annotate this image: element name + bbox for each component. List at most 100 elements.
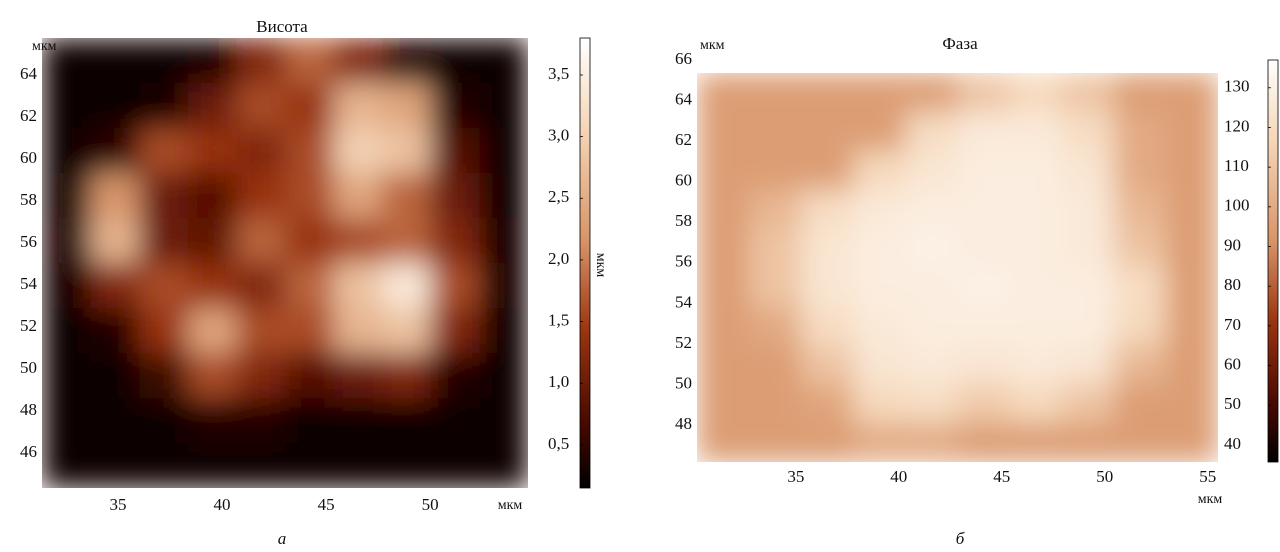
heatmap-cell xyxy=(430,128,480,174)
heatmap-cell xyxy=(479,398,529,444)
heatmap-cell xyxy=(333,218,383,264)
heatmap-cell xyxy=(430,173,480,219)
heatmap-cell xyxy=(1061,345,1115,385)
heatmap-cell xyxy=(905,306,958,346)
heatmap-cell xyxy=(1061,267,1115,307)
heatmap-cell xyxy=(479,83,529,129)
heatmap-cell xyxy=(187,128,237,174)
heatmap-cell xyxy=(801,306,854,346)
heatmap-cell xyxy=(1009,111,1063,152)
y-tick-label: 64 xyxy=(675,89,693,108)
heatmap-cell xyxy=(1009,73,1063,113)
panel-caption: б xyxy=(956,529,965,548)
colorbar-label: мкм xyxy=(593,253,608,278)
heatmap-cell xyxy=(187,218,237,264)
colorbar-tick-label: 70 xyxy=(1224,315,1241,334)
heatmap-cell xyxy=(1061,384,1115,424)
heatmap-cell xyxy=(801,267,854,307)
heatmap-cell xyxy=(1009,267,1063,307)
heatmap-cell xyxy=(285,128,335,174)
colorbar-tick-label: 130 xyxy=(1224,77,1250,96)
heatmap-cell xyxy=(957,150,1011,191)
x-unit: мкм xyxy=(498,498,523,513)
heatmap-cell xyxy=(285,353,335,399)
heatmap-cell xyxy=(1165,306,1219,346)
heatmap-cell xyxy=(801,228,854,268)
heatmap-cell xyxy=(333,443,383,489)
heatmap-cell xyxy=(90,83,140,129)
x-tick-label: 35 xyxy=(787,467,804,486)
heatmap-cell xyxy=(1113,150,1167,191)
heatmap-cell xyxy=(479,128,529,174)
heatmap-cell xyxy=(801,384,854,424)
heatmap-cell xyxy=(1113,189,1167,230)
heatmap-cell xyxy=(1165,423,1219,463)
heatmap-cell xyxy=(697,73,750,113)
heatmap-cell xyxy=(749,228,802,268)
heatmap-cell xyxy=(42,308,92,354)
heatmap-cell xyxy=(957,73,1011,113)
heatmap-cell xyxy=(90,173,140,219)
heatmap-cell xyxy=(236,263,286,309)
panel-title: Фаза xyxy=(942,34,978,53)
heatmap-cell xyxy=(430,308,480,354)
y-tick-label: 48 xyxy=(20,400,37,419)
heatmap-cell xyxy=(430,83,480,129)
heatmap-cell xyxy=(697,384,750,424)
y-tick-label: 58 xyxy=(20,190,37,209)
heatmap-cell xyxy=(187,38,237,84)
heatmap-cell xyxy=(749,306,802,346)
heatmap-cell xyxy=(333,38,383,84)
heatmap-cell xyxy=(42,173,92,219)
heatmap-cell xyxy=(749,150,802,191)
heatmap-cell xyxy=(801,423,854,463)
heatmap-cell xyxy=(749,384,802,424)
heatmap-cell xyxy=(382,38,432,84)
x-tick-label: 35 xyxy=(109,495,126,514)
heatmap-cell xyxy=(187,443,237,489)
heatmap-cell xyxy=(957,306,1011,346)
heatmap-cell xyxy=(430,218,480,264)
heatmap-cell xyxy=(236,38,286,84)
heatmap-cell xyxy=(957,423,1011,463)
heatmap-cell xyxy=(479,218,529,264)
heatmap-cell xyxy=(957,267,1011,307)
heatmap-cell xyxy=(479,308,529,354)
heatmap-cell xyxy=(333,353,383,399)
x-tick-label: 50 xyxy=(1096,467,1113,486)
heatmap-cell xyxy=(853,111,906,152)
heatmap-cell xyxy=(957,228,1011,268)
heatmap-cell xyxy=(285,83,335,129)
heatmap-cell xyxy=(1165,111,1219,152)
heatmap-cell xyxy=(42,83,92,129)
y-tick-label: 52 xyxy=(20,316,37,335)
heatmap-cell xyxy=(382,353,432,399)
heatmap-cell xyxy=(853,384,906,424)
heatmap-cell xyxy=(749,189,802,230)
heatmap-cell xyxy=(905,423,958,463)
heatmap-cell xyxy=(236,443,286,489)
heatmap-cell xyxy=(187,398,237,444)
heatmap-cell xyxy=(479,38,529,84)
heatmap-cell xyxy=(905,267,958,307)
heatmap-cell xyxy=(236,308,286,354)
heatmap-cell xyxy=(1165,345,1219,385)
heatmap-cell xyxy=(236,218,286,264)
heatmap-cell xyxy=(905,189,958,230)
heatmap-cell xyxy=(236,128,286,174)
heatmap-cell xyxy=(139,38,189,84)
y-tick-label: 60 xyxy=(675,171,692,190)
colorbar xyxy=(579,37,591,489)
heatmap-cell xyxy=(1113,73,1167,113)
heatmap-cell xyxy=(1009,228,1063,268)
y-tick-label: 50 xyxy=(675,373,692,392)
heatmap-cell xyxy=(42,263,92,309)
colorbar-tick-label: 3,0 xyxy=(548,126,569,145)
heatmap-cell xyxy=(333,263,383,309)
heatmap-cell xyxy=(479,353,529,399)
heatmap-cell xyxy=(479,263,529,309)
heatmap-cell xyxy=(479,173,529,219)
heatmap-cell xyxy=(382,83,432,129)
heatmap-cell xyxy=(42,398,92,444)
heatmap-cell xyxy=(749,423,802,463)
